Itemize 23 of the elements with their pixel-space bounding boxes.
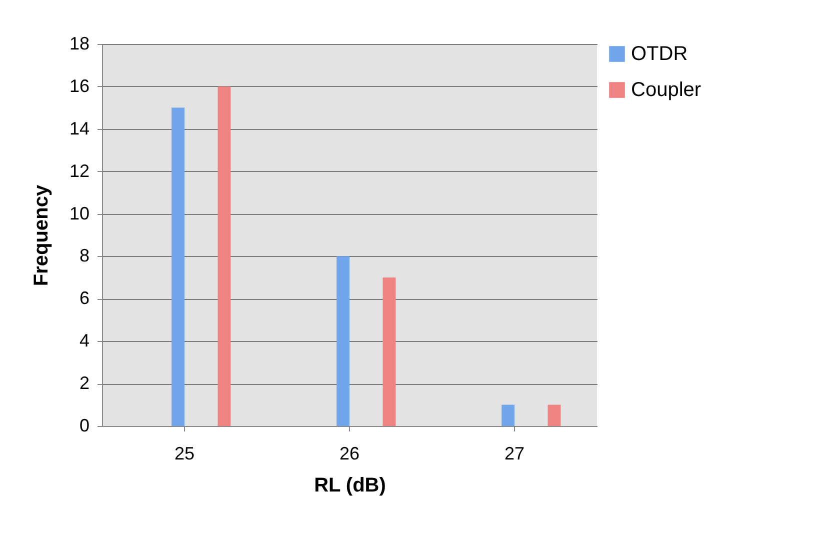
y-tick-label: 14 (69, 118, 90, 138)
legend-label: OTDR (631, 43, 688, 65)
x-tick-label: 25 (174, 444, 195, 464)
y-axis-title: Frequency (30, 184, 52, 286)
bar (382, 277, 396, 426)
bar (336, 256, 350, 426)
y-tick-label: 10 (69, 203, 90, 224)
bar (218, 86, 231, 426)
y-tick-label: 12 (69, 160, 90, 181)
bar (548, 404, 561, 426)
y-tick-label: 16 (69, 76, 90, 96)
x-axis-title: RL (dB) (314, 474, 386, 496)
x-tick-label: 27 (504, 444, 525, 464)
x-tick-label: 26 (339, 444, 360, 464)
y-tick-label: 18 (69, 34, 90, 54)
legend-label: Coupler (631, 79, 702, 101)
y-tick-label: 8 (79, 246, 90, 266)
y-tick-label: 4 (79, 330, 90, 351)
y-tick-label: 6 (79, 288, 90, 308)
bar (172, 108, 184, 426)
y-tick-label: 0 (79, 416, 90, 436)
bar (502, 404, 514, 426)
y-tick-label: 2 (79, 373, 90, 394)
